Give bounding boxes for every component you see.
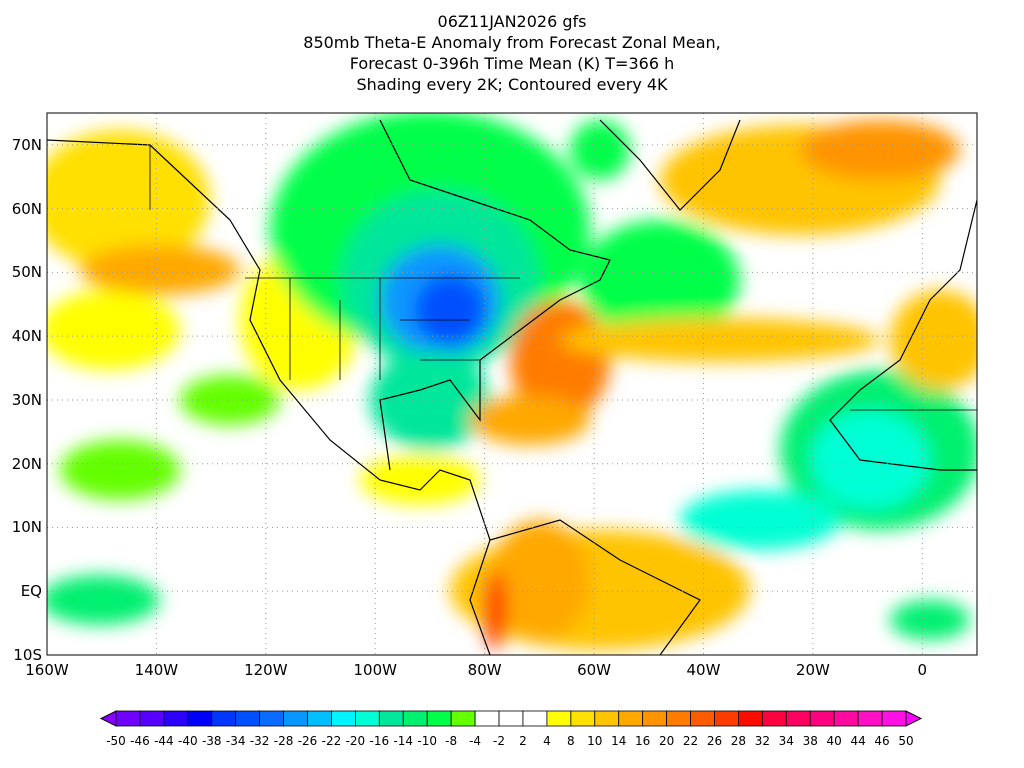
- lat-tick-label: 60N: [11, 199, 42, 218]
- colorbar-box: [235, 710, 261, 727]
- shading: [47, 113, 977, 655]
- coastline: [47, 119, 977, 655]
- colorbar-box: [618, 710, 644, 727]
- colorbar-box: [522, 710, 548, 727]
- colorbar-label: 2: [519, 734, 527, 748]
- colorbar-box: [283, 710, 308, 727]
- colorbar-label: -34: [226, 734, 246, 748]
- title-line-1: 06Z11JAN2026 gfs: [437, 12, 587, 31]
- colorbar-label: 22: [683, 734, 698, 748]
- lat-tick-label: 30N: [11, 390, 42, 409]
- lon-tick-label: 60W: [577, 661, 611, 679]
- colorbar-label: 10: [587, 734, 602, 748]
- colorbar-label: -38: [202, 734, 222, 748]
- colorbar-label: -26: [298, 734, 318, 748]
- colorbar-box: [809, 710, 835, 727]
- lon-tick-label: 80W: [467, 661, 502, 679]
- colorbar-label: 34: [779, 734, 794, 748]
- colorbar-label: 8: [567, 734, 575, 748]
- colorbar-label: 14: [611, 734, 626, 748]
- lon-tick-label: 160W: [25, 661, 69, 679]
- colorbar-label: 32: [755, 734, 770, 748]
- lon-tick-label: 40W: [686, 661, 721, 679]
- colorbar-label: -16: [370, 734, 390, 748]
- lat-tick-label: EQ: [20, 582, 42, 601]
- title-line-4: Shading every 2K; Contoured every 4K: [356, 75, 668, 94]
- colorbar-box: [115, 710, 141, 727]
- colorbar-label: 46: [874, 734, 889, 748]
- colorbar-box: [570, 710, 596, 727]
- lon-tick-label: 120W: [244, 661, 288, 679]
- state-borders: [149, 145, 977, 411]
- title-line-3: Forecast 0-396h Time Mean (K) T=366 h: [349, 54, 675, 73]
- colorbar: -50 -46 -44 -40 -38 -34 -32 -28 -26 -22 -20 -16 -14-…: [99, 710, 923, 748]
- colorbar-label: -20: [346, 734, 366, 748]
- colorbar-box: [211, 710, 237, 727]
- colorbar-box: [402, 710, 428, 727]
- colorbar-box: [642, 710, 668, 727]
- colorbar-label: 20: [659, 734, 674, 748]
- lat-tick-label: 70N: [11, 135, 42, 154]
- colorbar-label: -40: [178, 734, 198, 748]
- colorbar-box: [785, 710, 811, 727]
- gridlines: [46, 113, 977, 656]
- colorbar-box: [761, 710, 787, 727]
- colorbar-box: [690, 710, 715, 727]
- colorbar-label: -46: [130, 734, 150, 748]
- colorbar-label: 38: [803, 734, 818, 748]
- colorbar-label: 44: [850, 734, 865, 748]
- colorbar-label: 40: [827, 734, 842, 748]
- lat-tick-label: 10S: [13, 646, 42, 664]
- colorbar-box: [187, 710, 213, 727]
- colorbar-box: [331, 710, 356, 727]
- colorbar-label: -14: [393, 734, 413, 748]
- lon-tick-label: 100W: [353, 661, 397, 679]
- colorbar-over-arrow: [905, 710, 923, 727]
- colorbar-box: [426, 710, 452, 727]
- colorbar-label: -50: [106, 734, 126, 748]
- colorbar-label: -8: [445, 734, 457, 748]
- colorbar-box: [594, 710, 620, 727]
- colorbar-label: 16: [635, 734, 650, 748]
- colorbar-label: -28: [274, 734, 294, 748]
- map-frame: [46, 112, 978, 656]
- colorbar-box: [474, 710, 500, 727]
- colorbar-under-arrow: [99, 710, 117, 727]
- colorbar-box: [163, 710, 189, 727]
- colorbar-box: [833, 710, 859, 727]
- colorbar-box: [857, 710, 883, 727]
- colorbar-label: 26: [707, 734, 722, 748]
- lat-tick-label: 20N: [11, 454, 42, 473]
- lat-tick-label: 40N: [11, 327, 42, 346]
- colorbar-box: [738, 710, 763, 727]
- colorbar-box: [307, 710, 332, 727]
- colorbar-label: 50: [898, 734, 913, 748]
- lon-tick-label: 140W: [134, 661, 179, 679]
- colorbar-label: 4: [543, 734, 551, 748]
- lon-tick-label: 0: [917, 661, 928, 679]
- colorbar-box: [714, 710, 739, 727]
- colorbar-box: [498, 710, 524, 727]
- lon-tick-label: 20W: [795, 661, 830, 679]
- colorbar-box: [139, 710, 165, 727]
- colorbar-box: [354, 710, 380, 727]
- colorbar-label: -10: [417, 734, 437, 748]
- lat-tick-label: 50N: [11, 263, 42, 282]
- colorbar-label: -44: [154, 734, 174, 748]
- title-line-2: 850mb Theta-E Anomaly from Forecast Zona…: [303, 33, 721, 52]
- colorbar-box: [666, 710, 691, 727]
- colorbar-box: [450, 710, 476, 727]
- colorbar-box: [881, 710, 907, 727]
- colorbar-box: [546, 710, 572, 727]
- colorbar-label: 28: [731, 734, 746, 748]
- colorbar-label: -32: [250, 734, 270, 748]
- colorbar-box: [378, 710, 404, 727]
- colorbar-box: [259, 710, 284, 727]
- colorbar-label: -22: [322, 734, 342, 748]
- colorbar-label: -2: [493, 734, 505, 748]
- colorbar-label: -4: [469, 734, 481, 748]
- lat-tick-label: 10N: [11, 518, 42, 537]
